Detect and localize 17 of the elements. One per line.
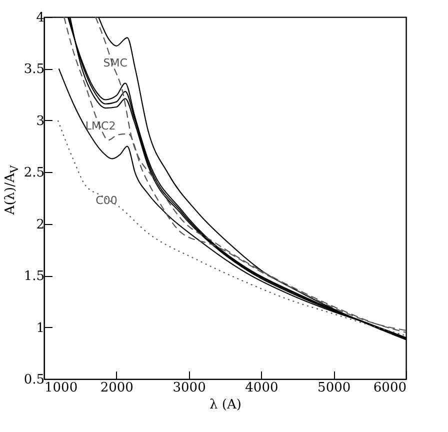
y-tick-label: 1.5 <box>24 269 44 284</box>
y-tick-label: 2.5 <box>24 166 44 181</box>
annotation: C00 <box>96 194 118 208</box>
annotation: SMC <box>103 56 128 70</box>
x-axis-title: λ (A) <box>210 398 242 412</box>
y-tick-label: 0.5 <box>24 372 44 388</box>
y-tick-label: 1 <box>36 320 44 336</box>
x-tick-label: 1000 <box>44 380 78 396</box>
x-tick-label: 3000 <box>172 380 206 396</box>
x-tick-label: 5000 <box>318 380 351 396</box>
x-tick-label: 4000 <box>245 380 278 396</box>
y-tick-label: 3 <box>36 114 44 129</box>
x-tick-label: 2000 <box>100 380 134 396</box>
y-tick-label: 2 <box>36 217 44 232</box>
y-tick-label: 3.5 <box>24 62 44 78</box>
y-tick-label: 4 <box>36 10 44 26</box>
x-tick-label: 6000 <box>373 380 406 396</box>
